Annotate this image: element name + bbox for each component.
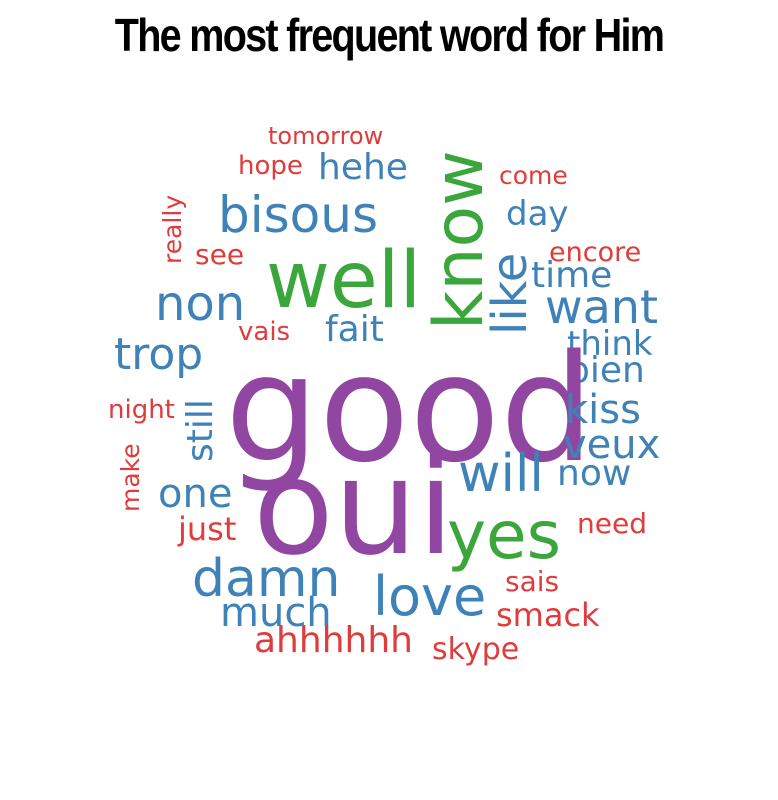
word-bisous: bisous: [218, 186, 379, 244]
word-time: time: [531, 255, 613, 296]
word-damn: damn: [192, 549, 341, 609]
word-skype: skype: [432, 632, 520, 667]
word-yes: yes: [447, 497, 562, 574]
word-one: one: [158, 471, 233, 517]
word-really: really: [158, 194, 187, 264]
word-trop: trop: [114, 329, 204, 380]
word-will: will: [458, 444, 544, 504]
word-smack: smack: [496, 596, 600, 634]
word-vais: vais: [238, 317, 291, 347]
word-hope: hope: [238, 151, 303, 181]
word-much: much: [220, 590, 332, 636]
word-think: think: [567, 324, 653, 364]
word-love: love: [373, 565, 487, 628]
word-hehe: hehe: [318, 147, 408, 188]
word-kiss: kiss: [565, 387, 641, 433]
word-ahhhhhh: ahhhhhh: [254, 620, 413, 661]
word-well: well: [266, 236, 422, 326]
word-need: need: [577, 507, 647, 540]
word-see: see: [195, 238, 245, 271]
word-still: still: [180, 399, 221, 462]
page-title: The most frequent word for Him: [114, 9, 665, 61]
word-want: want: [545, 280, 659, 334]
word-make: make: [116, 443, 145, 512]
word-fait: fait: [325, 309, 384, 350]
word-encore: encore: [549, 237, 642, 268]
word-sais: sais: [505, 565, 560, 598]
word-non: non: [155, 276, 246, 332]
word-come: come: [499, 161, 568, 190]
word-bien: bien: [567, 350, 645, 391]
word-night: night: [108, 395, 175, 425]
word-day: day: [506, 194, 569, 234]
word-tomorrow: tomorrow: [268, 122, 384, 150]
word-just: just: [178, 510, 237, 548]
word-veux: veux: [563, 422, 661, 468]
word-good: good: [225, 323, 594, 495]
word-oui: oui: [253, 431, 455, 585]
word-now: now: [557, 453, 632, 494]
